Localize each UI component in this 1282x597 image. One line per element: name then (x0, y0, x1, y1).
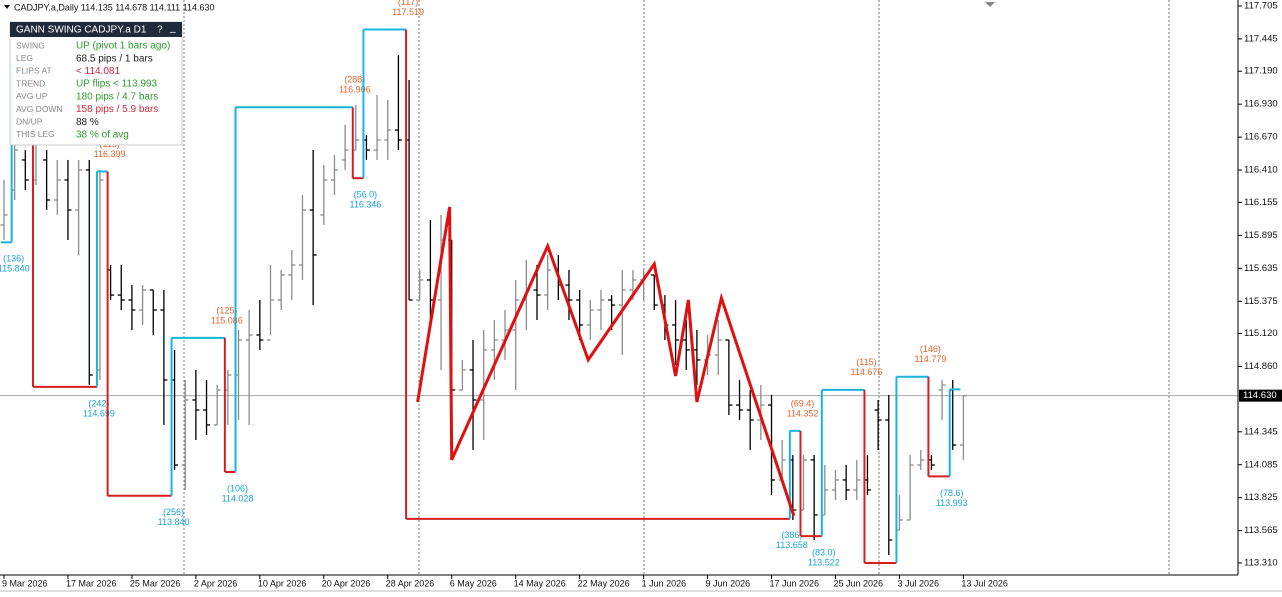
x-tick-label: 25 Jun 2026 (833, 578, 883, 588)
row-label: TREND (16, 78, 45, 88)
row-value: 180 pips / 4.7 bars (76, 91, 158, 102)
x-tick-label: 13 Jul 2026 (961, 578, 1008, 588)
x-tick-label: 1 Jun 2026 (642, 578, 687, 588)
swing-price: 116.906 (339, 85, 371, 95)
row-value: 38 % of avg (76, 130, 129, 141)
x-tick-label: 10 Apr 2026 (258, 578, 307, 588)
panel-title: GANN SWING CADJPY.a D1 (16, 25, 147, 36)
swing-price: 113.993 (936, 498, 968, 508)
swing-count: (386) (781, 530, 802, 540)
swing-price: 115.840 (0, 264, 30, 274)
x-tick-label: 9 Mar 2026 (2, 578, 48, 588)
y-tick-label: 116.930 (1244, 99, 1278, 110)
x-tick-label: 28 Apr 2026 (386, 578, 435, 588)
row-label: DN/UP (16, 116, 43, 126)
panel-box (9, 21, 183, 146)
row-value: 68.5 pips / 1 bars (76, 53, 153, 64)
swing-count: (56.0) (354, 190, 378, 200)
swing-count: (256) (163, 507, 184, 517)
y-tick-label: 115.895 (1244, 230, 1278, 241)
y-tick-label: 116.410 (1244, 165, 1278, 176)
swing-count: (117) (398, 0, 418, 7)
swing-price: 117.519 (392, 7, 424, 17)
swing-count: (125) (216, 305, 237, 315)
panel-header (10, 22, 182, 37)
x-tick-label: 25 Mar 2026 (130, 578, 181, 588)
swing-price: 115.086 (211, 315, 243, 325)
plot: (136)115.840(242)114.699(116)116.399(256… (0, 0, 1238, 567)
y-tick-label: 115.120 (1244, 328, 1278, 339)
y-tick-label: 113.825 (1244, 492, 1278, 503)
swing-count: (146) (920, 344, 941, 354)
row-value: UP (pivot 1 bars ago) (76, 41, 170, 52)
zigzag-line (416, 206, 796, 517)
y-tick-label: 115.635 (1244, 263, 1278, 274)
y-tick-label: 116.670 (1244, 132, 1278, 143)
x-tick-label: 6 May 2026 (450, 578, 497, 588)
swing-count: (115) (856, 357, 876, 367)
swing-price: 113.522 (808, 557, 840, 567)
swing-price: 114.676 (851, 367, 883, 377)
y-tick-label: 117.445 (1244, 33, 1278, 44)
swing-price: 114.699 (83, 408, 115, 418)
row-label: LEG (16, 53, 33, 63)
row-label: AVG UP (16, 91, 48, 101)
x-tick-label: 2 Apr 2026 (194, 578, 238, 588)
x-tick-label: 9 Jun 2026 (706, 578, 751, 588)
swing-count: (106) (227, 483, 248, 493)
menu-arrow[interactable] (4, 5, 10, 9)
current-price-label: 114.630 (1243, 390, 1277, 401)
current-price-box (1239, 389, 1282, 402)
help-button[interactable]: ? (157, 25, 163, 36)
swing-count: (78.6) (940, 488, 964, 498)
minimize-button[interactable]: _ (169, 23, 176, 34)
swing-price: 114.028 (222, 493, 254, 503)
swing-count: (69.4) (791, 398, 815, 408)
shift-marker (985, 2, 995, 7)
row-value: 158 pips / 5.9 bars (76, 104, 158, 115)
x-tick-label: 3 Jul 2026 (897, 578, 939, 588)
x-tick-label: 17 Mar 2026 (66, 578, 117, 588)
swing-count: (288) (344, 75, 365, 85)
symbol-info: CADJPY.a,Daily 114.135 114.678 114.111 1… (14, 2, 214, 12)
row-label: SWING (16, 40, 45, 50)
y-tick-label: 113.565 (1244, 525, 1278, 536)
swing-panel: GANN SWING CADJPY.a D1 ? _ SWING UP (pivo… (9, 21, 183, 146)
swing-price: 114.779 (914, 354, 946, 364)
row-value: UP flips < 113.993 (76, 79, 158, 90)
y-tick-label: 114.345 (1244, 426, 1278, 437)
swing-price: 116.346 (350, 200, 382, 210)
swing-price: 113.658 (776, 540, 808, 550)
swing-price: 116.399 (94, 149, 126, 159)
y-tick-label: 117.705 (1244, 0, 1278, 11)
swing-count: (242) (88, 398, 109, 408)
swing-count: (136) (3, 254, 24, 264)
y-tick-label: 117.190 (1244, 66, 1278, 77)
x-tick-label: 20 Apr 2026 (322, 578, 371, 588)
y-tick-label: 113.310 (1244, 557, 1278, 568)
row-label: FLIPS AT (16, 66, 52, 76)
swing-count: (83.0) (812, 547, 836, 557)
row-label: THIS LEG (16, 129, 55, 139)
row-value: < 114.081 (76, 66, 120, 77)
swing-price: 113.840 (158, 517, 190, 527)
y-tick-label: 114.085 (1244, 459, 1278, 470)
x-tick-label: 22 May 2026 (578, 578, 630, 588)
y-tick-label: 114.860 (1244, 361, 1278, 372)
x-tick-label: 17 Jun 2026 (770, 578, 820, 588)
swing-price: 114.352 (787, 408, 819, 418)
y-tick-label: 115.375 (1244, 296, 1278, 307)
x-tick-label: 14 May 2026 (514, 578, 566, 588)
y-tick-label: 116.155 (1244, 197, 1278, 208)
row-label: AVG DOWN (16, 104, 63, 114)
row-value: 88 % (76, 117, 99, 128)
